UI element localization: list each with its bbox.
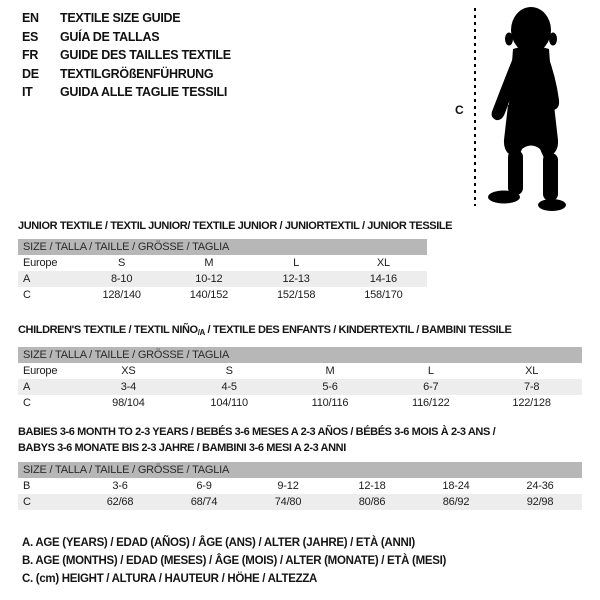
language-title-block: EN TEXTILE SIZE GUIDE ES GUÍA DE TALLAS … [22, 9, 231, 102]
baby-silhouette-icon [488, 7, 566, 211]
title-text: CHILDREN'S TEXTILE / TEXTIL NIÑO [18, 324, 198, 336]
row-label: A [18, 271, 78, 287]
cell: L [427, 365, 434, 377]
row-label: C [23, 397, 31, 409]
cell: 116/122 [412, 397, 450, 409]
cell: 152/158 [276, 289, 316, 301]
cell: 68/74 [162, 494, 246, 510]
cell: 24-36 [526, 480, 554, 492]
note-height: C. (cm) HEIGHT / ALTURA / HAUTEUR / HÖHE… [22, 573, 318, 585]
table-row: C 128/140 140/152 152/158 158/170 [18, 287, 427, 303]
row-label: A [18, 379, 78, 395]
cell: 140/152 [189, 289, 229, 301]
language-code: DE [22, 66, 39, 81]
table-row: Europe S M L XL [18, 255, 427, 271]
cell: S [225, 365, 233, 377]
language-code: ES [22, 29, 39, 44]
cell: 5-6 [279, 379, 381, 395]
cell: M [325, 365, 335, 377]
language-label: TEXTILGRÖßENFÜHRUNG [60, 66, 214, 81]
junior-table-title: JUNIOR TEXTILE / TEXTIL JUNIOR/ TEXTILE … [18, 220, 453, 232]
language-code: EN [22, 11, 39, 25]
junior-size-table: SIZE / TALLA / TAILLE / GRÖSSE / TAGLIA … [18, 239, 427, 303]
cell: 8-10 [78, 271, 166, 287]
note-age-years: A. AGE (YEARS) / EDAD (AÑOS) / ÂGE (ANS)… [22, 537, 415, 549]
cell: 4-5 [178, 379, 280, 395]
cell: 3-6 [112, 480, 128, 492]
table-row: B 3-6 6-9 9-12 12-18 18-24 24-36 [18, 478, 582, 494]
height-dashed-line [474, 8, 476, 206]
junior-textile-section: JUNIOR TEXTILE / TEXTIL JUNIOR/ TEXTILE … [18, 218, 453, 303]
children-table-title: CHILDREN'S TEXTILE / TEXTIL NIÑO/A / TEX… [18, 322, 582, 341]
children-textile-section: CHILDREN'S TEXTILE / TEXTIL NIÑO/A / TEX… [18, 322, 582, 411]
language-label: TEXTILE SIZE GUIDE [60, 11, 181, 25]
language-row-en: EN TEXTILE SIZE GUIDE [22, 9, 231, 28]
cell: 110/116 [311, 397, 349, 409]
language-row-it: IT GUIDA ALLE TAGLIE TESSILI [22, 83, 231, 102]
cell: 10-12 [165, 271, 253, 287]
size-header-label: SIZE / TALLA / TAILLE / GRÖSSE / TAGLIA [18, 347, 582, 363]
cell: 18-24 [442, 480, 470, 492]
cell: S [118, 257, 126, 269]
babies-table-title-line2: BABYS 3-6 MONATE BIS 2-3 JAHRE / BAMBINI… [18, 442, 346, 454]
cell: 122/128 [512, 397, 551, 409]
language-row-es: ES GUÍA DE TALLAS [22, 28, 231, 47]
table-row: Europe XS S M L XL [18, 363, 582, 379]
title-subscript: /A [197, 328, 206, 337]
language-code: IT [22, 85, 33, 99]
cell: 14-16 [339, 271, 427, 287]
cell: 9-12 [277, 480, 299, 492]
cell: 62/68 [78, 494, 162, 510]
table-row: A 3-4 4-5 5-6 6-7 7-8 [18, 379, 582, 395]
babies-size-table: SIZE / TALLA / TAILLE / GRÖSSE / TAGLIA … [18, 462, 582, 510]
cell: XL [376, 257, 390, 269]
table-row: C 62/68 68/74 74/80 80/86 86/92 92/98 [18, 494, 582, 510]
cell: 7-8 [481, 379, 582, 395]
row-label: B [23, 480, 31, 492]
cell: 12-13 [252, 271, 340, 287]
language-label: GUIDE DES TAILLES TEXTILE [60, 48, 231, 62]
babies-table-title-line1: BABIES 3-6 MONTH TO 2-3 YEARS / BEBÉS 3-… [18, 426, 496, 438]
height-label: C [455, 103, 464, 117]
cell: L [293, 257, 300, 269]
legend-notes: A. AGE (YEARS) / EDAD (AÑOS) / ÂGE (ANS)… [22, 534, 446, 588]
row-label: Europe [23, 365, 58, 377]
language-label: GUÍA DE TALLAS [60, 29, 160, 44]
cell: XL [525, 365, 539, 377]
cell: 12-18 [358, 480, 386, 492]
cell: 158/170 [364, 289, 403, 301]
babies-textile-section: BABIES 3-6 MONTH TO 2-3 YEARS / BEBÉS 3-… [18, 424, 582, 510]
cell: 92/98 [498, 494, 582, 510]
cell: 3-4 [78, 379, 179, 395]
size-header-band: SIZE / TALLA / TAILLE / GRÖSSE / TAGLIA [18, 347, 582, 363]
row-label: C [18, 494, 78, 510]
size-header-band: SIZE / TALLA / TAILLE / GRÖSSE / TAGLIA [18, 239, 427, 255]
language-code: FR [22, 48, 39, 62]
language-label: GUIDA ALLE TAGLIE TESSILI [60, 85, 228, 99]
title-text: / TEXTILE DES ENFANTS / KINDERTEXTIL / B… [204, 324, 512, 336]
language-row-de: DE TEXTILGRÖßENFÜHRUNG [22, 65, 231, 84]
cell: XS [121, 365, 136, 377]
table-row: C 98/104 104/110 110/116 116/122 122/128 [18, 395, 582, 411]
size-header-label: SIZE / TALLA / TAILLE / GRÖSSE / TAGLIA [18, 462, 582, 478]
cell: 6-9 [196, 480, 212, 492]
cell: 86/92 [414, 494, 498, 510]
children-size-table: SIZE / TALLA / TAILLE / GRÖSSE / TAGLIA … [18, 347, 582, 411]
cell: 104/110 [210, 397, 248, 409]
table-row: A 8-10 10-12 12-13 14-16 [18, 271, 427, 287]
cell: 74/80 [246, 494, 330, 510]
size-header-band: SIZE / TALLA / TAILLE / GRÖSSE / TAGLIA [18, 462, 582, 478]
note-age-months: B. AGE (MONTHS) / EDAD (MESES) / ÂGE (MO… [22, 555, 447, 567]
row-label: Europe [23, 257, 58, 269]
cell: 98/104 [112, 397, 145, 409]
language-row-fr: FR GUIDE DES TAILLES TEXTILE [22, 46, 231, 65]
row-label: C [23, 289, 31, 301]
cell: 6-7 [380, 379, 482, 395]
cell: M [204, 257, 214, 269]
baby-figure-area: C [0, 0, 600, 215]
cell: 80/86 [330, 494, 414, 510]
cell: 128/140 [102, 289, 141, 301]
size-header-label: SIZE / TALLA / TAILLE / GRÖSSE / TAGLIA [18, 239, 427, 255]
